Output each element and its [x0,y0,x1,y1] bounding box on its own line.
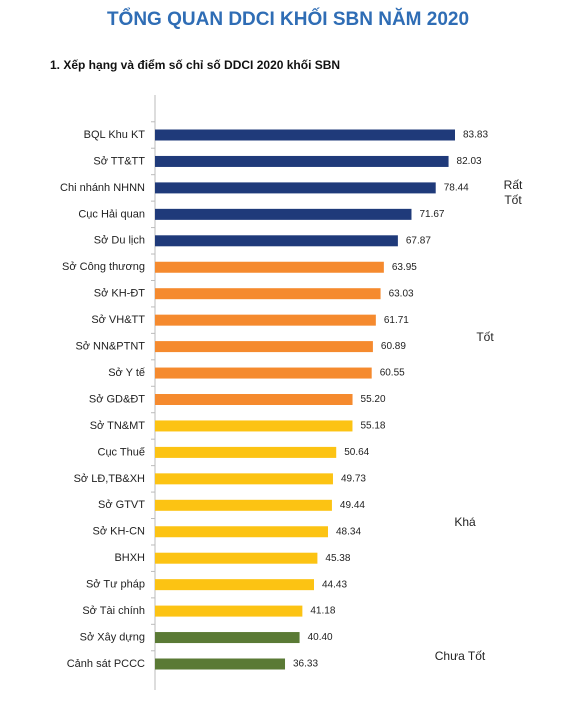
y-tick-label: Sở Y tế [108,367,145,379]
y-tick-label: Cục Thuế [98,446,146,458]
y-tick-label: Sở TN&MT [90,420,146,432]
y-tick-label: Sở GTVT [98,499,145,511]
value-label: 63.03 [389,288,414,299]
bar [155,552,318,564]
y-tick-label: Cảnh sát PCCC [67,658,145,670]
bar [155,314,376,326]
y-tick-label: Sở KH-ĐT [94,288,145,300]
bar [155,605,303,617]
value-label: 61.71 [384,315,409,326]
value-label: 67.87 [406,235,431,246]
value-label: 50.64 [344,447,369,458]
y-tick-label: Sở TT&TT [93,155,145,167]
bar [155,288,381,300]
bar [155,394,353,405]
y-tick-label: Sở Du lịch [94,235,145,247]
value-label: 78.44 [444,183,469,194]
y-tick-label: Sở Tài chính [82,605,145,617]
value-label: 63.95 [392,262,417,273]
y-tick-label: Sở VH&TT [91,314,145,326]
value-label: 60.55 [380,368,405,379]
y-tick-label: Sở Tư pháp [86,579,145,591]
value-label: 41.18 [310,606,335,617]
bar [155,341,373,353]
value-label: 55.20 [361,394,386,405]
bar [155,473,333,485]
y-tick-label: BQL Khu KT [84,129,146,141]
bar [155,658,286,670]
value-label: 83.83 [463,130,488,141]
value-label: 45.38 [325,553,350,564]
bar [155,235,398,247]
value-label: 36.33 [293,659,318,670]
y-tick-label: Sở Công thương [62,261,145,273]
value-label: 82.03 [457,156,482,167]
group-label: Rất Tốt [503,178,523,207]
y-tick-label: Cục Hải quan [78,208,145,220]
value-label: 49.73 [341,473,366,484]
group-label: Chưa Tốt [434,649,486,663]
y-tick-label: Sở Xây dựng [80,631,145,643]
value-label: 49.44 [340,500,365,511]
y-tick-label: BHXH [114,552,145,564]
bar [155,261,384,273]
group-label: Khá [454,515,476,529]
bar [155,367,372,379]
y-tick-label: Sở LĐ,TB&XH [74,473,145,485]
bar [155,420,353,432]
y-tick-label: Sở GD&ĐT [89,393,145,405]
value-label: 44.43 [322,579,347,590]
value-label: 71.67 [419,209,444,220]
bar [155,129,455,141]
bar [155,446,337,458]
y-tick-label: Sở KH-CN [93,526,145,538]
y-tick-label: Sở NN&PTNT [75,341,145,353]
bar [155,526,328,538]
bar [155,208,412,220]
chart-subtitle: 1. Xếp hạng và điểm số chỉ số DDCI 2020 … [50,58,340,72]
value-label: 48.34 [336,526,361,537]
value-label: 40.40 [308,632,333,643]
bar [155,499,332,511]
group-label: Tốt [476,330,494,344]
bar [155,155,449,167]
y-tick-label: Chi nhánh NHNN [60,182,145,194]
bar [155,182,436,194]
chart-title: TỔNG QUAN DDCI KHỐI SBN NĂM 2020 [107,8,469,30]
bar [155,632,300,644]
bar [155,579,315,591]
value-label: 60.89 [381,341,406,352]
value-label: 55.18 [360,421,385,432]
